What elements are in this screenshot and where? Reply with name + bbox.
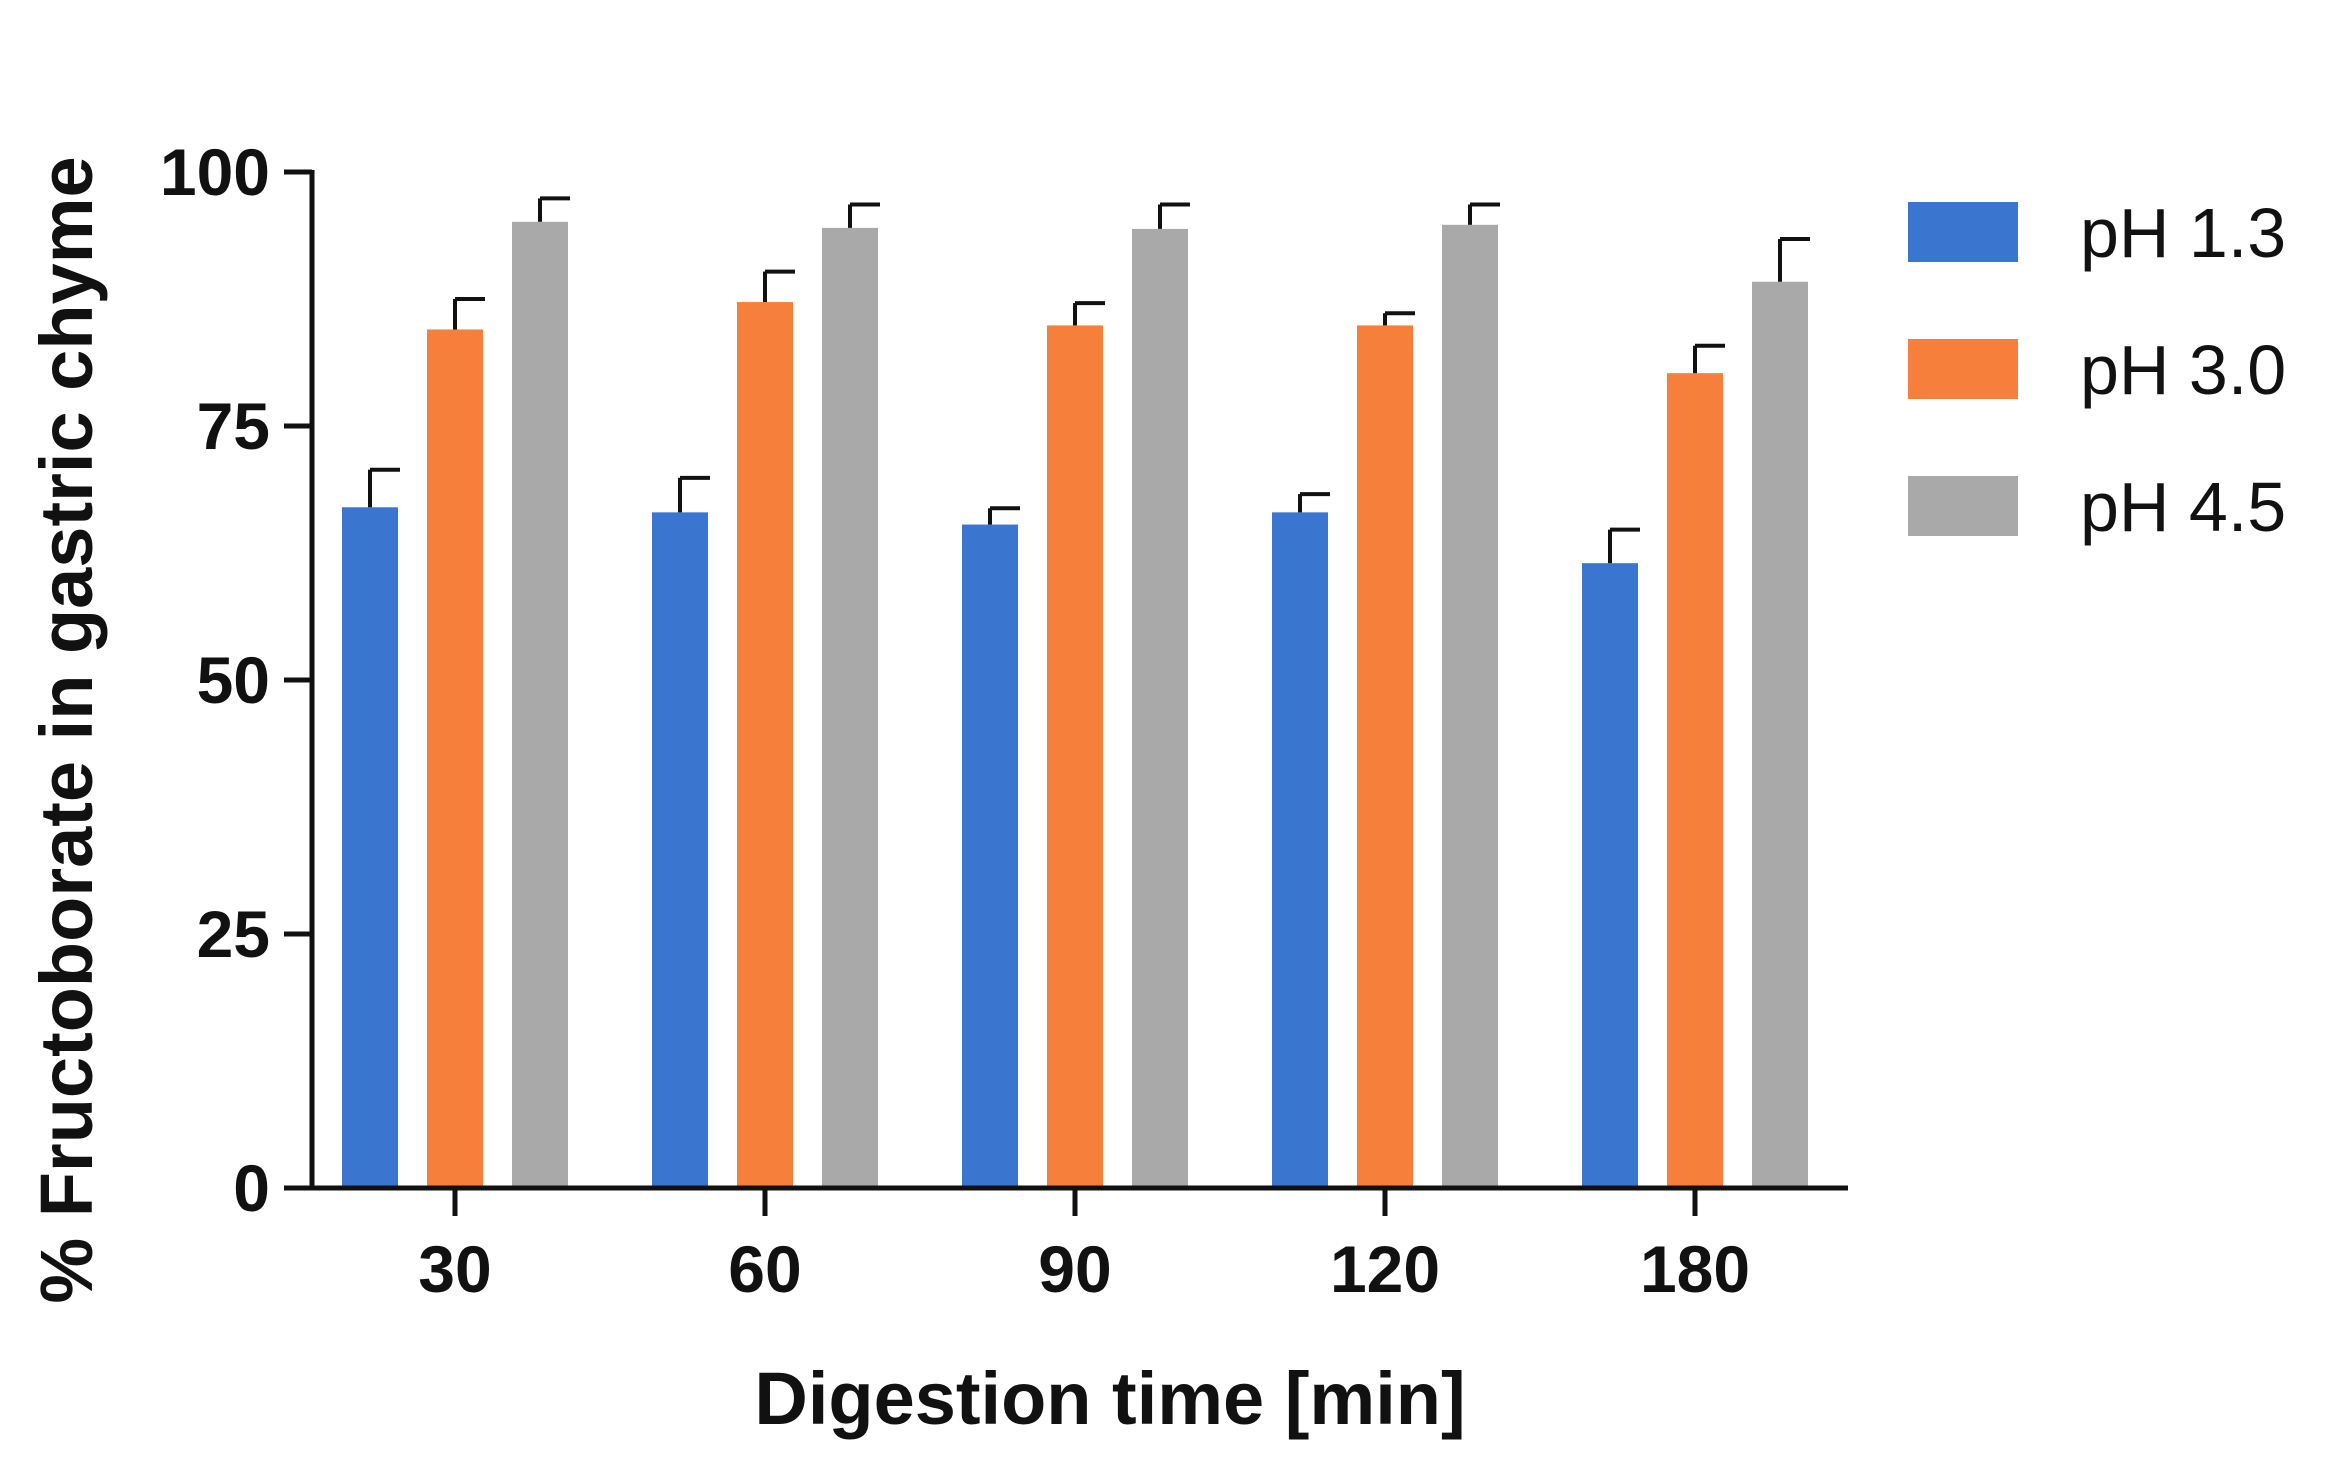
bar [427,329,483,1189]
legend-label: pH 3.0 [2080,331,2286,409]
bar [652,512,708,1188]
y-tick-label: 100 [160,135,270,209]
bar [1442,224,1498,1188]
legend-label: pH 4.5 [2080,468,2286,546]
bar [1752,281,1808,1188]
x-axis-title: Digestion time [min] [754,1357,1465,1440]
y-tick-label: 25 [197,897,270,971]
bar [512,221,568,1188]
y-tick-label: 75 [197,389,270,463]
legend-swatch [1908,476,2018,536]
bar [822,227,878,1188]
legend: pH 1.3 pH 3.0 pH 4.5 [1908,194,2286,546]
y-axis-title: % Fructoborate in gastric chyme [25,156,108,1303]
plot-area: 0 25 50 75 100 30 60 90 120 180 [160,135,1848,1306]
bar [342,507,398,1188]
bar [962,524,1018,1188]
bar [737,302,793,1189]
x-tick-label: 180 [1640,1232,1750,1306]
legend-swatch [1908,339,2018,399]
bars [342,221,1808,1189]
error-bars [368,196,1810,564]
x-tick-label: 120 [1330,1232,1440,1306]
y-ticks: 0 25 50 75 100 [160,135,312,1225]
x-tick-label: 60 [728,1232,801,1306]
x-tick-label: 90 [1038,1232,1111,1306]
legend-label: pH 1.3 [2080,194,2286,272]
bar [1047,325,1103,1188]
bar [1667,373,1723,1189]
bar [1132,228,1188,1188]
x-ticks: 30 60 90 120 180 [418,1188,1750,1306]
y-tick-label: 0 [233,1151,270,1225]
bar [1582,563,1638,1188]
y-tick-label: 50 [197,643,270,717]
bar [1357,325,1413,1188]
bar [1272,512,1328,1188]
legend-swatch [1908,202,2018,262]
x-tick-label: 30 [418,1232,491,1306]
